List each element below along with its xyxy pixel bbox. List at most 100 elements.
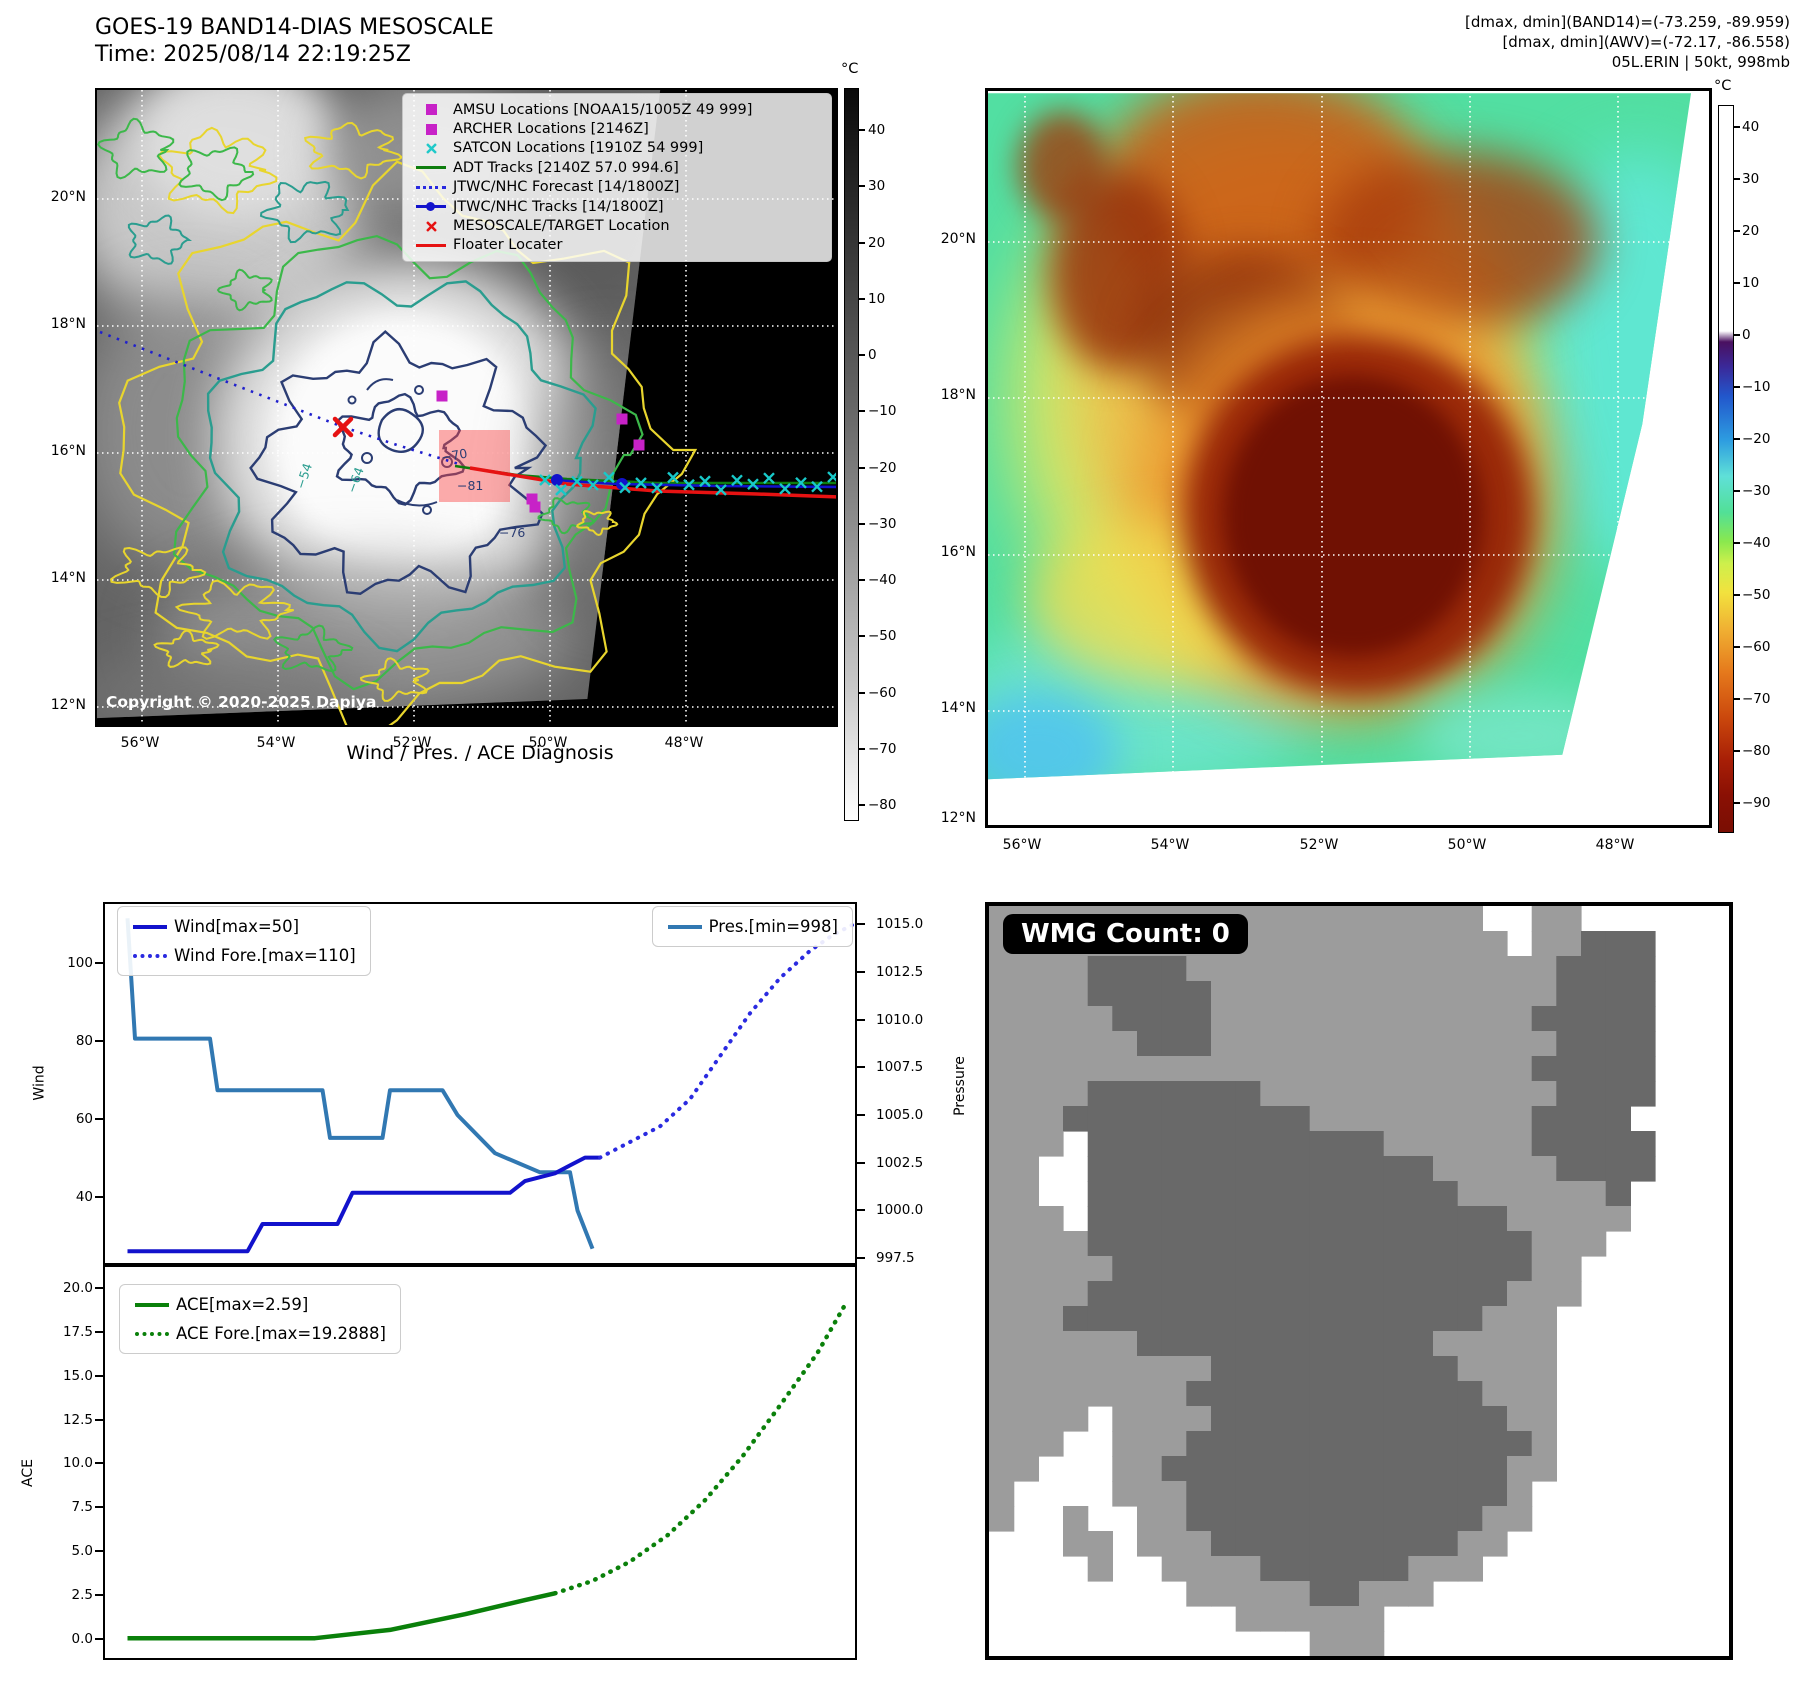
wmg-cell <box>1383 1556 1409 1582</box>
wmg-cell <box>1457 931 1483 957</box>
ace-line-sample <box>128 1302 176 1307</box>
legend-row: Wind Fore.[max=110] <box>126 941 356 970</box>
wmg-cell <box>1309 931 1335 957</box>
wmg-cell <box>1383 1031 1409 1057</box>
wmg-cell <box>1186 1506 1212 1532</box>
wmg-cell <box>1285 1281 1311 1307</box>
wmg-cell <box>1334 1481 1360 1507</box>
wmg-cell <box>1630 1056 1656 1082</box>
storm-center-contour <box>366 378 438 507</box>
wmg-cell <box>1211 1156 1237 1182</box>
wmg-cell <box>1531 1206 1557 1232</box>
ace-tick-mark <box>95 1374 103 1377</box>
satcon-x-icon <box>539 474 551 486</box>
band14-colorbar-tick-mark <box>859 522 865 525</box>
wmg-cell <box>1507 1106 1533 1132</box>
wmg-cell <box>1334 1081 1360 1107</box>
wmg-cell <box>1507 1206 1533 1232</box>
wmg-cell <box>1433 956 1459 982</box>
wmg-cell <box>1334 1456 1360 1482</box>
wmg-cell <box>1309 1381 1335 1407</box>
wmg-cell <box>1531 1306 1557 1332</box>
wmg-cell <box>1211 1581 1237 1607</box>
wmg-cell <box>1531 1456 1557 1482</box>
satcon-x-icon <box>795 476 807 489</box>
wmg-cell <box>1630 1006 1656 1032</box>
awv-lon-tick: 56°W <box>1002 837 1042 853</box>
wmg-cell <box>1457 1306 1483 1332</box>
wmg-cell <box>1235 1006 1261 1032</box>
wmg-cell <box>989 1356 1015 1382</box>
awv-colorbar-tick-label: −20 <box>1742 431 1771 447</box>
contour-line <box>174 579 295 640</box>
wmg-cell <box>1383 1006 1409 1032</box>
contour-label: −70 <box>440 446 469 465</box>
satcon-x-icon <box>619 481 631 494</box>
wmg-cell <box>1482 1056 1508 1082</box>
wmg-cell <box>1433 1031 1459 1057</box>
wmg-cell <box>1383 1131 1409 1157</box>
wmg-cell <box>1235 1306 1261 1332</box>
wmg-cell <box>1309 1206 1335 1232</box>
wmg-cell <box>1087 1381 1113 1407</box>
wmg-cell <box>1408 1356 1434 1382</box>
wind-line-sample <box>126 924 174 929</box>
wmg-cell <box>1359 1181 1385 1207</box>
wmg-cell <box>1013 1156 1039 1182</box>
wmg-cell <box>1112 1456 1138 1482</box>
band14-lon-tick: 54°W <box>256 735 296 751</box>
wmg-cell <box>1038 1106 1064 1132</box>
contour-line <box>216 268 273 312</box>
wmg-cell <box>1408 1031 1434 1057</box>
wmg-cell <box>1087 1056 1113 1082</box>
wmg-cell <box>1235 1556 1261 1582</box>
wmg-cell <box>1383 1081 1409 1107</box>
wmg-cell <box>1334 1006 1360 1032</box>
wmg-cell <box>1630 931 1656 957</box>
awv-map-panel <box>985 88 1712 828</box>
wmg-cell <box>1087 1206 1113 1232</box>
band14-colorbar-tick-mark <box>859 354 865 356</box>
series-ACE[max=2.59] <box>127 1591 556 1641</box>
awv-satellite-image <box>988 93 1692 780</box>
wmg-cell <box>1112 1431 1138 1457</box>
wmg-cell <box>1309 1556 1335 1582</box>
x-marker-icon <box>409 141 453 156</box>
wmg-cell <box>1211 1106 1237 1132</box>
wmg-cell <box>1285 1606 1311 1632</box>
wmg-cell <box>1482 1306 1508 1332</box>
awv-colorbar-tick-mark <box>1734 438 1740 440</box>
awv-colorbar-tick-label: −90 <box>1742 795 1771 811</box>
wmg-cell <box>1581 1056 1607 1082</box>
wmg-cell <box>1383 1406 1409 1432</box>
wmg-cell <box>1087 1331 1113 1357</box>
wmg-cell <box>1359 1006 1385 1032</box>
contour-line <box>157 126 278 215</box>
wmg-cell <box>1457 1106 1483 1132</box>
awv-colorbar-tick-mark <box>1734 698 1740 700</box>
ace-forecast-legend-label: ACE Fore.[max=19.2888] <box>176 1324 386 1343</box>
wmg-cell <box>1013 1256 1039 1282</box>
wmg-cell <box>1630 1156 1656 1182</box>
wmg-cell <box>1087 1131 1113 1157</box>
wmg-cell <box>1556 1231 1582 1257</box>
wmg-cell <box>1433 1056 1459 1082</box>
pressure-legend: Pres.[min=998] <box>651 906 853 947</box>
awv-colorbar-tick-mark <box>1734 802 1740 804</box>
awv-lon-tick: 48°W <box>1595 837 1635 853</box>
wmg-cell <box>989 1431 1015 1457</box>
wmg-cell <box>1211 1081 1237 1107</box>
wmg-cell <box>1334 1406 1360 1432</box>
wmg-cell <box>1334 1056 1360 1082</box>
wmg-cell <box>1137 1131 1163 1157</box>
band14-colorbar-unit: °C <box>841 61 859 77</box>
wind-tick-label: 40 <box>75 1188 93 1205</box>
map-legend: AMSU Locations [NOAA15/1005Z 49 999] ARCH… <box>402 93 832 263</box>
wmg-cell <box>1309 1181 1335 1207</box>
wmg-cell <box>1334 1231 1360 1257</box>
wmg-cell <box>1581 956 1607 982</box>
awv-colorbar-tick-mark <box>1734 126 1740 128</box>
wmg-cell <box>1309 1631 1335 1656</box>
wmg-cell <box>1285 1106 1311 1132</box>
wmg-cell <box>1161 1431 1187 1457</box>
